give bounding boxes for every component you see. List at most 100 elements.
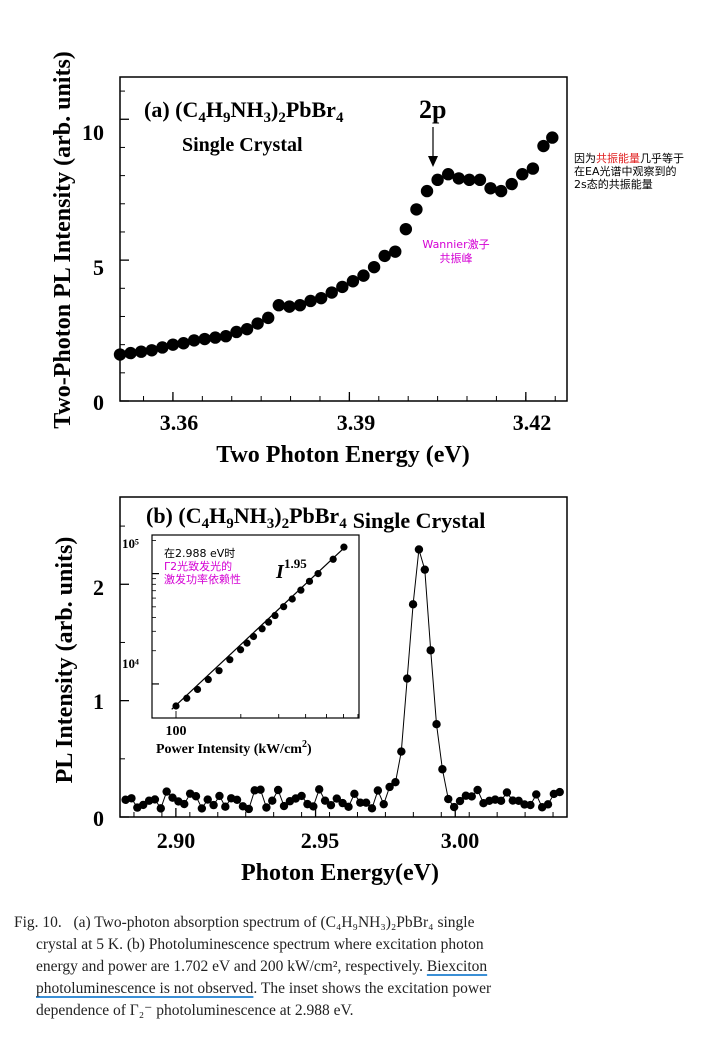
panel-a-point <box>357 269 370 282</box>
annotation-right-seg-c: 几乎等于 <box>640 151 684 165</box>
inset-ticks <box>152 540 359 718</box>
panel-b-xtick-300: 3.00 <box>441 828 480 853</box>
panel-b-title: (b) (C4H9NH3)2PbBr4 Single Crystal <box>146 503 485 533</box>
panel-b-point <box>191 792 201 801</box>
panel-b-point <box>273 785 283 795</box>
panel-b-point <box>356 798 365 807</box>
panel-a-point <box>473 173 487 187</box>
panel-b-point <box>156 804 165 813</box>
panel-a-point <box>441 168 455 181</box>
panel-a-point <box>346 275 360 288</box>
panel-b-point <box>232 795 242 805</box>
panel-b-point <box>215 791 224 801</box>
inset-point <box>280 603 288 611</box>
inset-ytick-1e5: 10⁵ <box>122 536 139 551</box>
panel-b-point <box>268 796 277 805</box>
panel-a-point <box>537 139 550 153</box>
panel-a-point <box>494 184 508 198</box>
panel-b-point <box>391 777 400 787</box>
caption-part1: (a) Two-photon absorption spectrum of (C… <box>73 914 475 931</box>
inset-slope-exponent: 1.95 <box>284 556 307 571</box>
panel-a-point <box>399 222 413 236</box>
inset-point <box>305 577 314 585</box>
inset-point <box>183 694 191 702</box>
panel-a-point <box>166 338 180 351</box>
inset-xlabel: Power Intensity (kW/cm2) <box>156 739 312 757</box>
caption-line4: photoluminescence is not observed. The i… <box>14 978 664 1000</box>
panel-a-point <box>262 311 275 325</box>
inset-annotation-2: Γ2光致发光的 <box>164 559 232 573</box>
panel-b-point <box>526 800 535 810</box>
panel-a-point <box>145 344 158 357</box>
panel-b-point <box>221 802 230 811</box>
panel-a: 0 5 10 3.36 3.39 3.42 Two Photon Energy … <box>50 51 684 468</box>
annotation-wannier-1: Wannier激子 <box>422 237 489 251</box>
panel-b-point <box>326 800 336 810</box>
panel-a-point <box>526 162 540 175</box>
panel-a-point <box>546 131 559 144</box>
inset-point <box>243 639 251 647</box>
inset-point <box>236 646 245 654</box>
panel-a-ytick-5: 5 <box>93 255 104 280</box>
figure-canvas: 0 5 10 3.36 3.39 3.42 Two Photon Energy … <box>50 51 684 886</box>
panel-a-subtitle: Single Crystal <box>182 134 303 156</box>
panel-a-ylabel: Two-Photon PL Intensity (arb. units) <box>50 51 76 429</box>
inset-point <box>249 632 258 641</box>
annotation-right-line1: 因为共振能量几乎等于 <box>574 151 684 165</box>
annotation-right-line2: 在EA光谱中观察到的 <box>574 164 676 178</box>
panel-b-point <box>496 796 506 806</box>
panel-a-data-points <box>113 131 559 361</box>
inset-slope-label: I <box>275 561 285 583</box>
panel-b-point <box>197 804 207 813</box>
annotation-right-line3: 2s态的共振能量 <box>574 177 653 191</box>
panel-a-point <box>304 294 317 308</box>
panel-a-point <box>272 299 286 312</box>
panel-a-point <box>293 299 307 312</box>
panel-b-point <box>127 794 136 803</box>
panel-b-point <box>532 790 541 799</box>
panel-a-xtick-336: 3.36 <box>160 410 199 435</box>
panel-b-point <box>502 788 512 797</box>
inset-point <box>297 586 305 594</box>
panel-b-frame <box>119 496 568 818</box>
panel-b-point <box>309 802 318 811</box>
inset-point <box>340 543 348 551</box>
inset-point <box>215 667 223 675</box>
panel-b-point <box>555 787 564 797</box>
panel-b-point <box>279 801 289 811</box>
panel-b-point <box>244 804 253 814</box>
caption-line5: dependence of Γ₂⁻ photoluminescence at 2… <box>14 1000 664 1022</box>
inset-point <box>271 611 279 620</box>
panel-b-point <box>438 765 447 774</box>
panel-a-point <box>134 345 148 358</box>
panel-b-xlabel: Photon Energy(eV) <box>241 860 439 886</box>
panel-b-point <box>379 799 388 809</box>
panel-a-xtick-339: 3.39 <box>337 410 376 435</box>
panel-b-point <box>508 796 518 805</box>
caption-part2: crystal at 5 K. (b) Photoluminescence sp… <box>36 936 484 953</box>
panel-b-point <box>162 787 171 796</box>
panel-a-point <box>177 337 190 350</box>
panel-a-point <box>378 249 391 263</box>
panel-b-point <box>314 785 324 794</box>
panel-b-point <box>473 785 482 795</box>
inset-point <box>204 675 212 684</box>
panel-b-point <box>361 798 371 807</box>
panel-b-point <box>138 800 148 810</box>
panel-b-point <box>414 545 424 554</box>
panel-b-point <box>350 789 359 799</box>
panel-b-point <box>444 794 453 804</box>
panel-b-point <box>432 719 441 729</box>
annotation-wannier-2: 共振峰 <box>440 251 473 265</box>
annotation-right-seg-b: 共振能量 <box>596 151 640 165</box>
panel-a-point <box>484 182 497 195</box>
panel-b-ylabel: PL Intensity (arb. units) <box>52 537 78 784</box>
panel-b-ytick-1: 1 <box>93 689 104 714</box>
inset-annotation-3: 激发功率依赖性 <box>164 572 241 586</box>
panel-b-point <box>397 747 406 756</box>
panel-a-point <box>420 184 434 198</box>
caption-part3: energy and power are 1.702 eV and 200 kW… <box>36 958 423 975</box>
panel-b-point <box>344 802 353 812</box>
caption-part5: dependence of Γ₂⁻ photoluminescence at 2… <box>36 1002 354 1019</box>
panel-b-point <box>426 646 435 655</box>
